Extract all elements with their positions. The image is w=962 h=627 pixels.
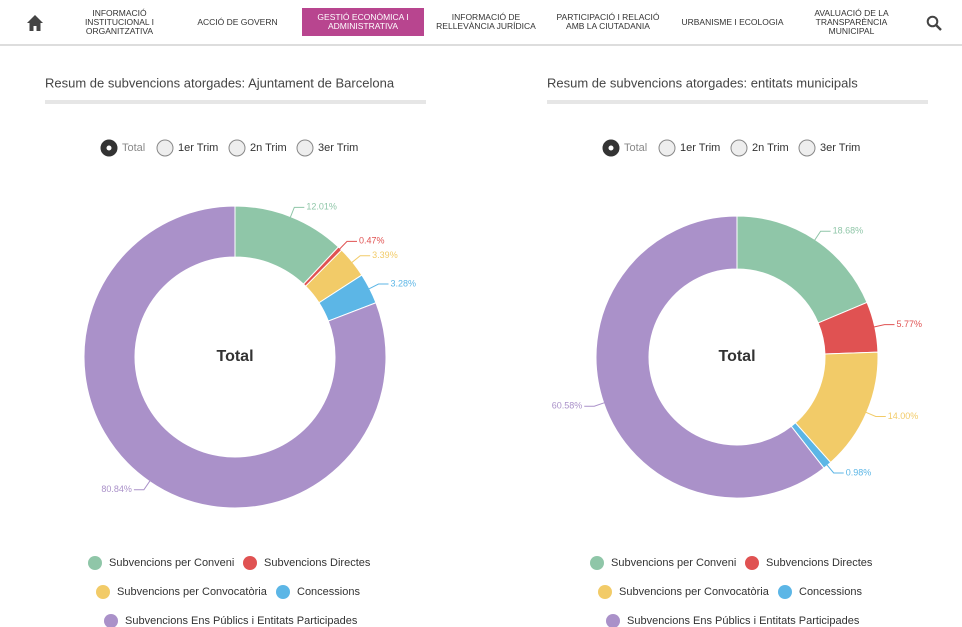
legend-swatch <box>778 585 792 599</box>
center-label: Total <box>718 348 755 365</box>
label-line <box>584 401 606 407</box>
legend-label: Subvencions Directes <box>766 557 873 569</box>
label-line <box>133 479 152 491</box>
radio-label[interactable]: Total <box>624 142 647 154</box>
chart-title: Resum de subvencions atorgades: Ajuntame… <box>45 75 395 90</box>
radio-button[interactable] <box>156 139 174 157</box>
legend-swatch <box>104 614 118 627</box>
label-line <box>289 206 305 219</box>
nav-bar: INFORMACIÓ INSTITUCIONAL I ORGANITZATIVA… <box>0 0 962 46</box>
data-label: 18.68% <box>833 226 864 236</box>
legend-label: Subvencions Ens Públics i Entitats Parti… <box>125 615 358 627</box>
center-label: Total <box>216 348 253 365</box>
radio-button[interactable] <box>730 139 748 157</box>
nav-item[interactable]: ACCIÓ DE GOVERN <box>197 16 278 27</box>
data-label: 0.98% <box>846 467 872 477</box>
radio-label[interactable]: 1er Trim <box>178 142 218 154</box>
label-line <box>864 411 886 418</box>
label-line <box>350 255 371 264</box>
radio-label[interactable]: 2n Trim <box>250 142 287 154</box>
legend-swatch <box>598 585 612 599</box>
legend-label: Subvencions Directes <box>264 557 371 569</box>
radio-button[interactable] <box>228 139 246 157</box>
legend-label: Subvencions per Conveni <box>109 557 234 569</box>
nav-item[interactable]: INFORMACIÓ DE RELLEVÀNCIA JURÍDICA <box>436 12 536 31</box>
data-label: 5.77% <box>896 319 922 329</box>
radio-label[interactable]: 3er Trim <box>820 142 860 154</box>
legend-swatch <box>96 585 110 599</box>
data-label: 0.47% <box>359 236 385 246</box>
legend-label: Concessions <box>297 586 360 598</box>
nav-item[interactable]: URBANISME I ECOLOGIA <box>681 16 784 27</box>
legend-label: Subvencions per Convocatòria <box>619 586 770 598</box>
title-underline <box>547 100 928 104</box>
nav-item[interactable]: AVALUACIÓ DE LA TRANSPARÈNCIA MUNICIPAL <box>814 7 889 36</box>
legend-swatch <box>88 556 102 570</box>
data-label: 80.84% <box>101 484 132 494</box>
chart-title: Resum de subvencions atorgades: entitats… <box>547 75 858 90</box>
radio-label[interactable]: 2n Trim <box>752 142 789 154</box>
radio-label[interactable]: Total <box>122 142 145 154</box>
title-underline <box>45 100 426 104</box>
donut-segment <box>595 215 825 499</box>
nav-item[interactable]: PARTICIPACIÓ I RELACIÓ AMB LA CIUTADANIA <box>556 12 660 31</box>
radio-dot <box>608 145 614 151</box>
search-icon[interactable] <box>926 15 942 31</box>
legend-swatch <box>276 585 290 599</box>
legend-label: Concessions <box>799 586 862 598</box>
radio-button[interactable] <box>296 139 314 157</box>
radio-label[interactable]: 1er Trim <box>680 142 720 154</box>
radio-button[interactable] <box>658 139 676 157</box>
legend-label: Subvencions per Conveni <box>611 557 736 569</box>
nav-item[interactable]: GESTIÓ ECONÒMICA I ADMINISTRATIVA <box>302 8 424 36</box>
data-label: 3.28% <box>391 278 417 288</box>
legend-swatch <box>243 556 257 570</box>
label-line <box>872 324 895 328</box>
radio-dot <box>106 145 112 151</box>
nav-item[interactable]: INFORMACIÓ INSTITUCIONAL I ORGANITZATIVA <box>84 7 155 36</box>
label-line <box>338 240 358 251</box>
label-line <box>367 283 389 290</box>
data-label: 3.39% <box>372 250 398 260</box>
legend-label: Subvencions Ens Públics i Entitats Parti… <box>627 615 860 627</box>
data-label: 12.01% <box>306 202 337 212</box>
radio-button[interactable] <box>798 139 816 157</box>
legend-label: Subvencions per Convocatòria <box>117 586 268 598</box>
data-label: 60.58% <box>552 401 583 411</box>
label-line <box>825 463 844 474</box>
data-label: 14.00% <box>888 411 919 421</box>
donut-segment <box>83 205 387 509</box>
label-line <box>813 230 831 242</box>
legend-swatch <box>606 614 620 627</box>
home-icon[interactable] <box>26 14 44 32</box>
radio-label[interactable]: 3er Trim <box>318 142 358 154</box>
legend-swatch <box>745 556 759 570</box>
legend-swatch <box>590 556 604 570</box>
